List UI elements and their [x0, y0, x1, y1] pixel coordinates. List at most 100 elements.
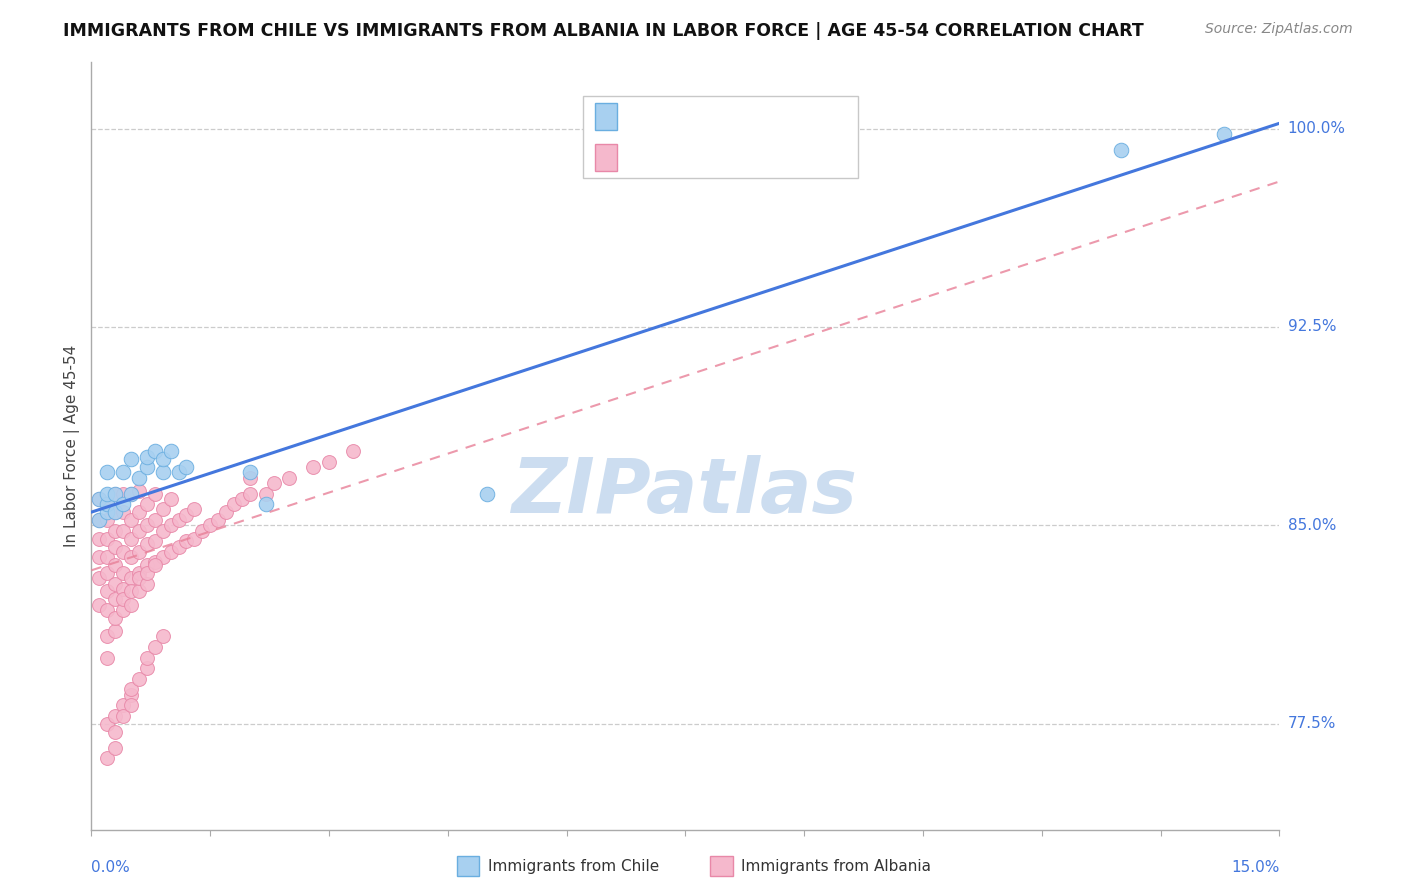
Point [143, 444, 166, 458]
Point [104, 740, 127, 755]
Point [135, 537, 157, 551]
Point [239, 471, 262, 485]
Point [143, 513, 166, 527]
Point [176, 534, 198, 549]
Text: 92.5%: 92.5% [1288, 319, 1336, 334]
Point [96, 751, 118, 765]
Point [239, 486, 262, 500]
Point [120, 532, 142, 546]
Point [120, 452, 142, 467]
Point [96, 486, 118, 500]
Point [96, 532, 118, 546]
Point [159, 444, 181, 458]
Point [207, 513, 229, 527]
Point [128, 483, 150, 498]
Point [112, 466, 135, 480]
Point [167, 540, 190, 554]
Point [128, 471, 150, 485]
Point [104, 558, 127, 572]
Point [183, 502, 205, 516]
Point [112, 592, 135, 607]
Point [135, 566, 157, 580]
Point [152, 524, 174, 538]
Point [167, 513, 190, 527]
Text: R = 0.423   N = 98: R = 0.423 N = 98 [627, 147, 797, 165]
Text: 77.5%: 77.5% [1288, 716, 1336, 731]
Point [200, 518, 222, 533]
Point [89, 491, 111, 506]
Point [135, 460, 157, 475]
Point [112, 524, 135, 538]
Point [128, 505, 150, 519]
Point [89, 571, 111, 585]
Point [96, 550, 118, 565]
Point [135, 558, 157, 572]
Point [143, 640, 166, 654]
Point [167, 466, 190, 480]
Point [120, 513, 142, 527]
Point [120, 688, 142, 702]
Point [96, 716, 118, 731]
Point [89, 513, 111, 527]
Point [96, 603, 118, 617]
Point [128, 584, 150, 599]
Point [215, 505, 238, 519]
Point [254, 486, 277, 500]
Text: Immigrants from Albania: Immigrants from Albania [741, 859, 931, 873]
Point [96, 513, 118, 527]
Point [128, 524, 150, 538]
Point [143, 555, 166, 569]
Point [96, 497, 118, 511]
Point [318, 455, 340, 469]
Point [159, 518, 181, 533]
Point [96, 497, 118, 511]
Point [152, 550, 174, 565]
Point [112, 603, 135, 617]
Point [263, 476, 285, 491]
Text: 85.0%: 85.0% [1288, 518, 1336, 533]
Point [120, 486, 142, 500]
Point [143, 534, 166, 549]
Point [96, 584, 118, 599]
Point [135, 650, 157, 665]
Point [176, 460, 198, 475]
Point [143, 558, 166, 572]
Text: 15.0%: 15.0% [1232, 860, 1279, 875]
Text: IMMIGRANTS FROM CHILE VS IMMIGRANTS FROM ALBANIA IN LABOR FORCE | AGE 45-54 CORR: IMMIGRANTS FROM CHILE VS IMMIGRANTS FROM… [63, 22, 1144, 40]
Point [96, 630, 118, 644]
Point [96, 566, 118, 580]
Point [191, 524, 214, 538]
Text: 0.0%: 0.0% [91, 860, 131, 875]
Point [159, 491, 181, 506]
Point [152, 630, 174, 644]
Point [135, 576, 157, 591]
Point [89, 550, 111, 565]
Point [152, 452, 174, 467]
Point [152, 466, 174, 480]
Point [104, 486, 127, 500]
Point [104, 505, 127, 519]
Point [342, 444, 364, 458]
Point [128, 545, 150, 559]
Point [89, 598, 111, 612]
Point [96, 466, 118, 480]
Point [104, 624, 127, 639]
Text: Immigrants from Chile: Immigrants from Chile [488, 859, 659, 873]
Point [176, 508, 198, 522]
Point [89, 532, 111, 546]
Point [128, 571, 150, 585]
Point [104, 524, 127, 538]
Point [1213, 127, 1236, 141]
Point [96, 505, 118, 519]
Point [112, 582, 135, 596]
Point [120, 550, 142, 565]
Point [254, 497, 277, 511]
Point [135, 518, 157, 533]
Text: 100.0%: 100.0% [1288, 121, 1346, 136]
Point [128, 672, 150, 686]
Point [120, 486, 142, 500]
Point [183, 532, 205, 546]
Text: R = 0.625   N = 27: R = 0.625 N = 27 [627, 106, 797, 124]
Point [112, 566, 135, 580]
Text: ZIPatlas: ZIPatlas [512, 455, 859, 529]
